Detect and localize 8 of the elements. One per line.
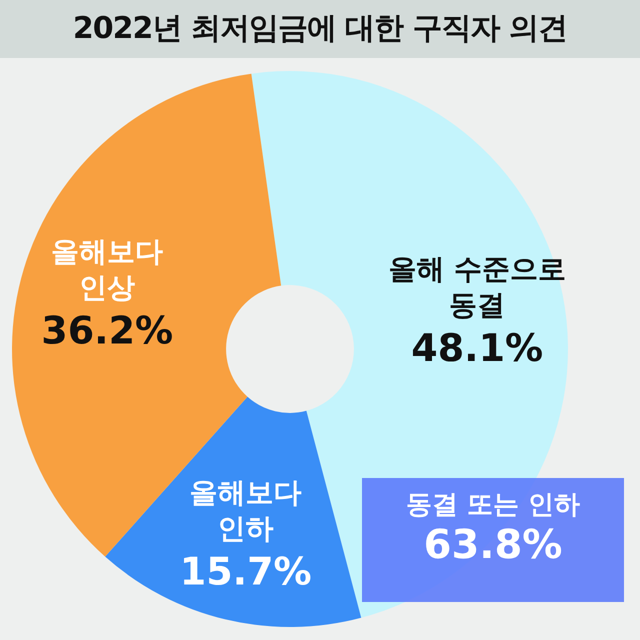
chart-title: 2022년 최저임금에 대한 구직자 의견 [0, 0, 640, 58]
data-label: 15.7% [180, 550, 312, 594]
data-label: 36.2% [41, 308, 174, 353]
text: 동결 또는 인하 63.8% [404, 490, 582, 570]
data-label: 48.1% [411, 326, 544, 370]
slice-label: 올해보다 인하 [190, 476, 302, 546]
slice-label: 올해보다 인상 [51, 234, 164, 304]
slice-label: 올해 수준으로 동결 [388, 252, 566, 322]
